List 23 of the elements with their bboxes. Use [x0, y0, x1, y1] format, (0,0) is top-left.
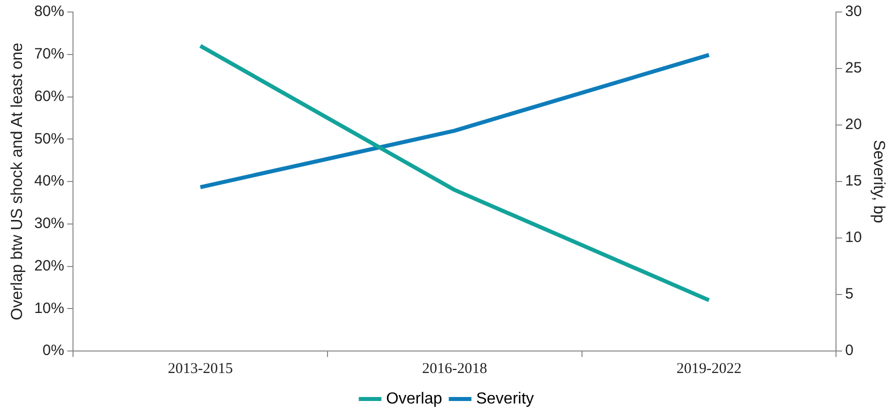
- y2-tick-label: 20: [845, 116, 862, 134]
- y-tick-label: 50%: [34, 130, 64, 148]
- x-tick-label: 2019-2022: [676, 360, 742, 377]
- y2-tick-label: 30: [845, 3, 862, 20]
- y-tick-label: 10%: [34, 300, 64, 317]
- y2-tick-label: 10: [845, 229, 862, 246]
- y2-tick-label: 15: [845, 172, 862, 190]
- y-tick-label: 60%: [34, 88, 64, 105]
- y2-tick-label: 0: [845, 342, 854, 360]
- y-tick-label: 20%: [34, 257, 64, 274]
- x-tick-label: 2016-2018: [422, 360, 488, 377]
- y2-tick-label: 5: [845, 286, 854, 303]
- y-tick-label: 0%: [42, 342, 64, 360]
- x-tick-label: 2013-2015: [168, 360, 233, 377]
- y-axis-title: Overlap btw US shock and At least one: [9, 42, 26, 320]
- legend-label: Overlap: [386, 390, 442, 408]
- y-tick-label: 80%: [34, 3, 64, 20]
- y-tick-label: 70%: [34, 46, 64, 63]
- y2-tick-label: 25: [845, 60, 862, 77]
- y-tick-label: 40%: [34, 172, 64, 190]
- y-tick-label: 30%: [34, 215, 64, 232]
- legend-label: Severity: [476, 390, 534, 408]
- y2-axis-title: Severity, bp: [870, 140, 887, 224]
